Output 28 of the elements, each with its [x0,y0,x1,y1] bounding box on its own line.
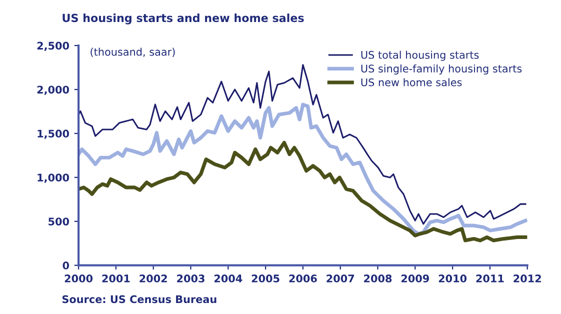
x-tick-label: 2010 [438,274,467,282]
x-tick-label: 2004 [214,274,242,282]
x-tick-label: 2007 [326,274,354,282]
x-tick-label: 2000 [64,274,93,282]
y-tick-label: 2,000 [37,86,70,95]
line-series [78,102,528,236]
x-tick-label: 2008 [364,274,392,282]
legend-label: US total housing starts [361,50,479,61]
x-tick-label: 2005 [252,274,280,282]
y-tick-label: 1,500 [38,130,70,139]
x-tick-label: 2003 [177,274,204,282]
x-tick-label: 2002 [140,274,167,282]
y-tick-label: 500 [48,218,70,226]
x-tick-label: 2006 [289,274,317,282]
annotation: (thousand, saar) [90,48,175,58]
chart-title: US housing starts and new home sales [62,14,304,24]
line-series [78,64,526,225]
x-tick-label: 2011 [476,274,504,282]
source-note: Source: US Census Bureau [62,295,216,304]
legend-label: US new home sales [361,78,462,86]
x-tick-label: 2012 [514,274,541,282]
y-tick-label: 0 [62,262,70,270]
line-series [78,140,528,242]
x-tick-label: 2009 [401,274,429,282]
legend-label: US single-family housing starts [361,64,522,75]
y-tick-label: 2,500 [37,42,70,51]
x-tick-label: 2001 [102,274,130,282]
y-tick-label: 1,000 [38,174,70,183]
